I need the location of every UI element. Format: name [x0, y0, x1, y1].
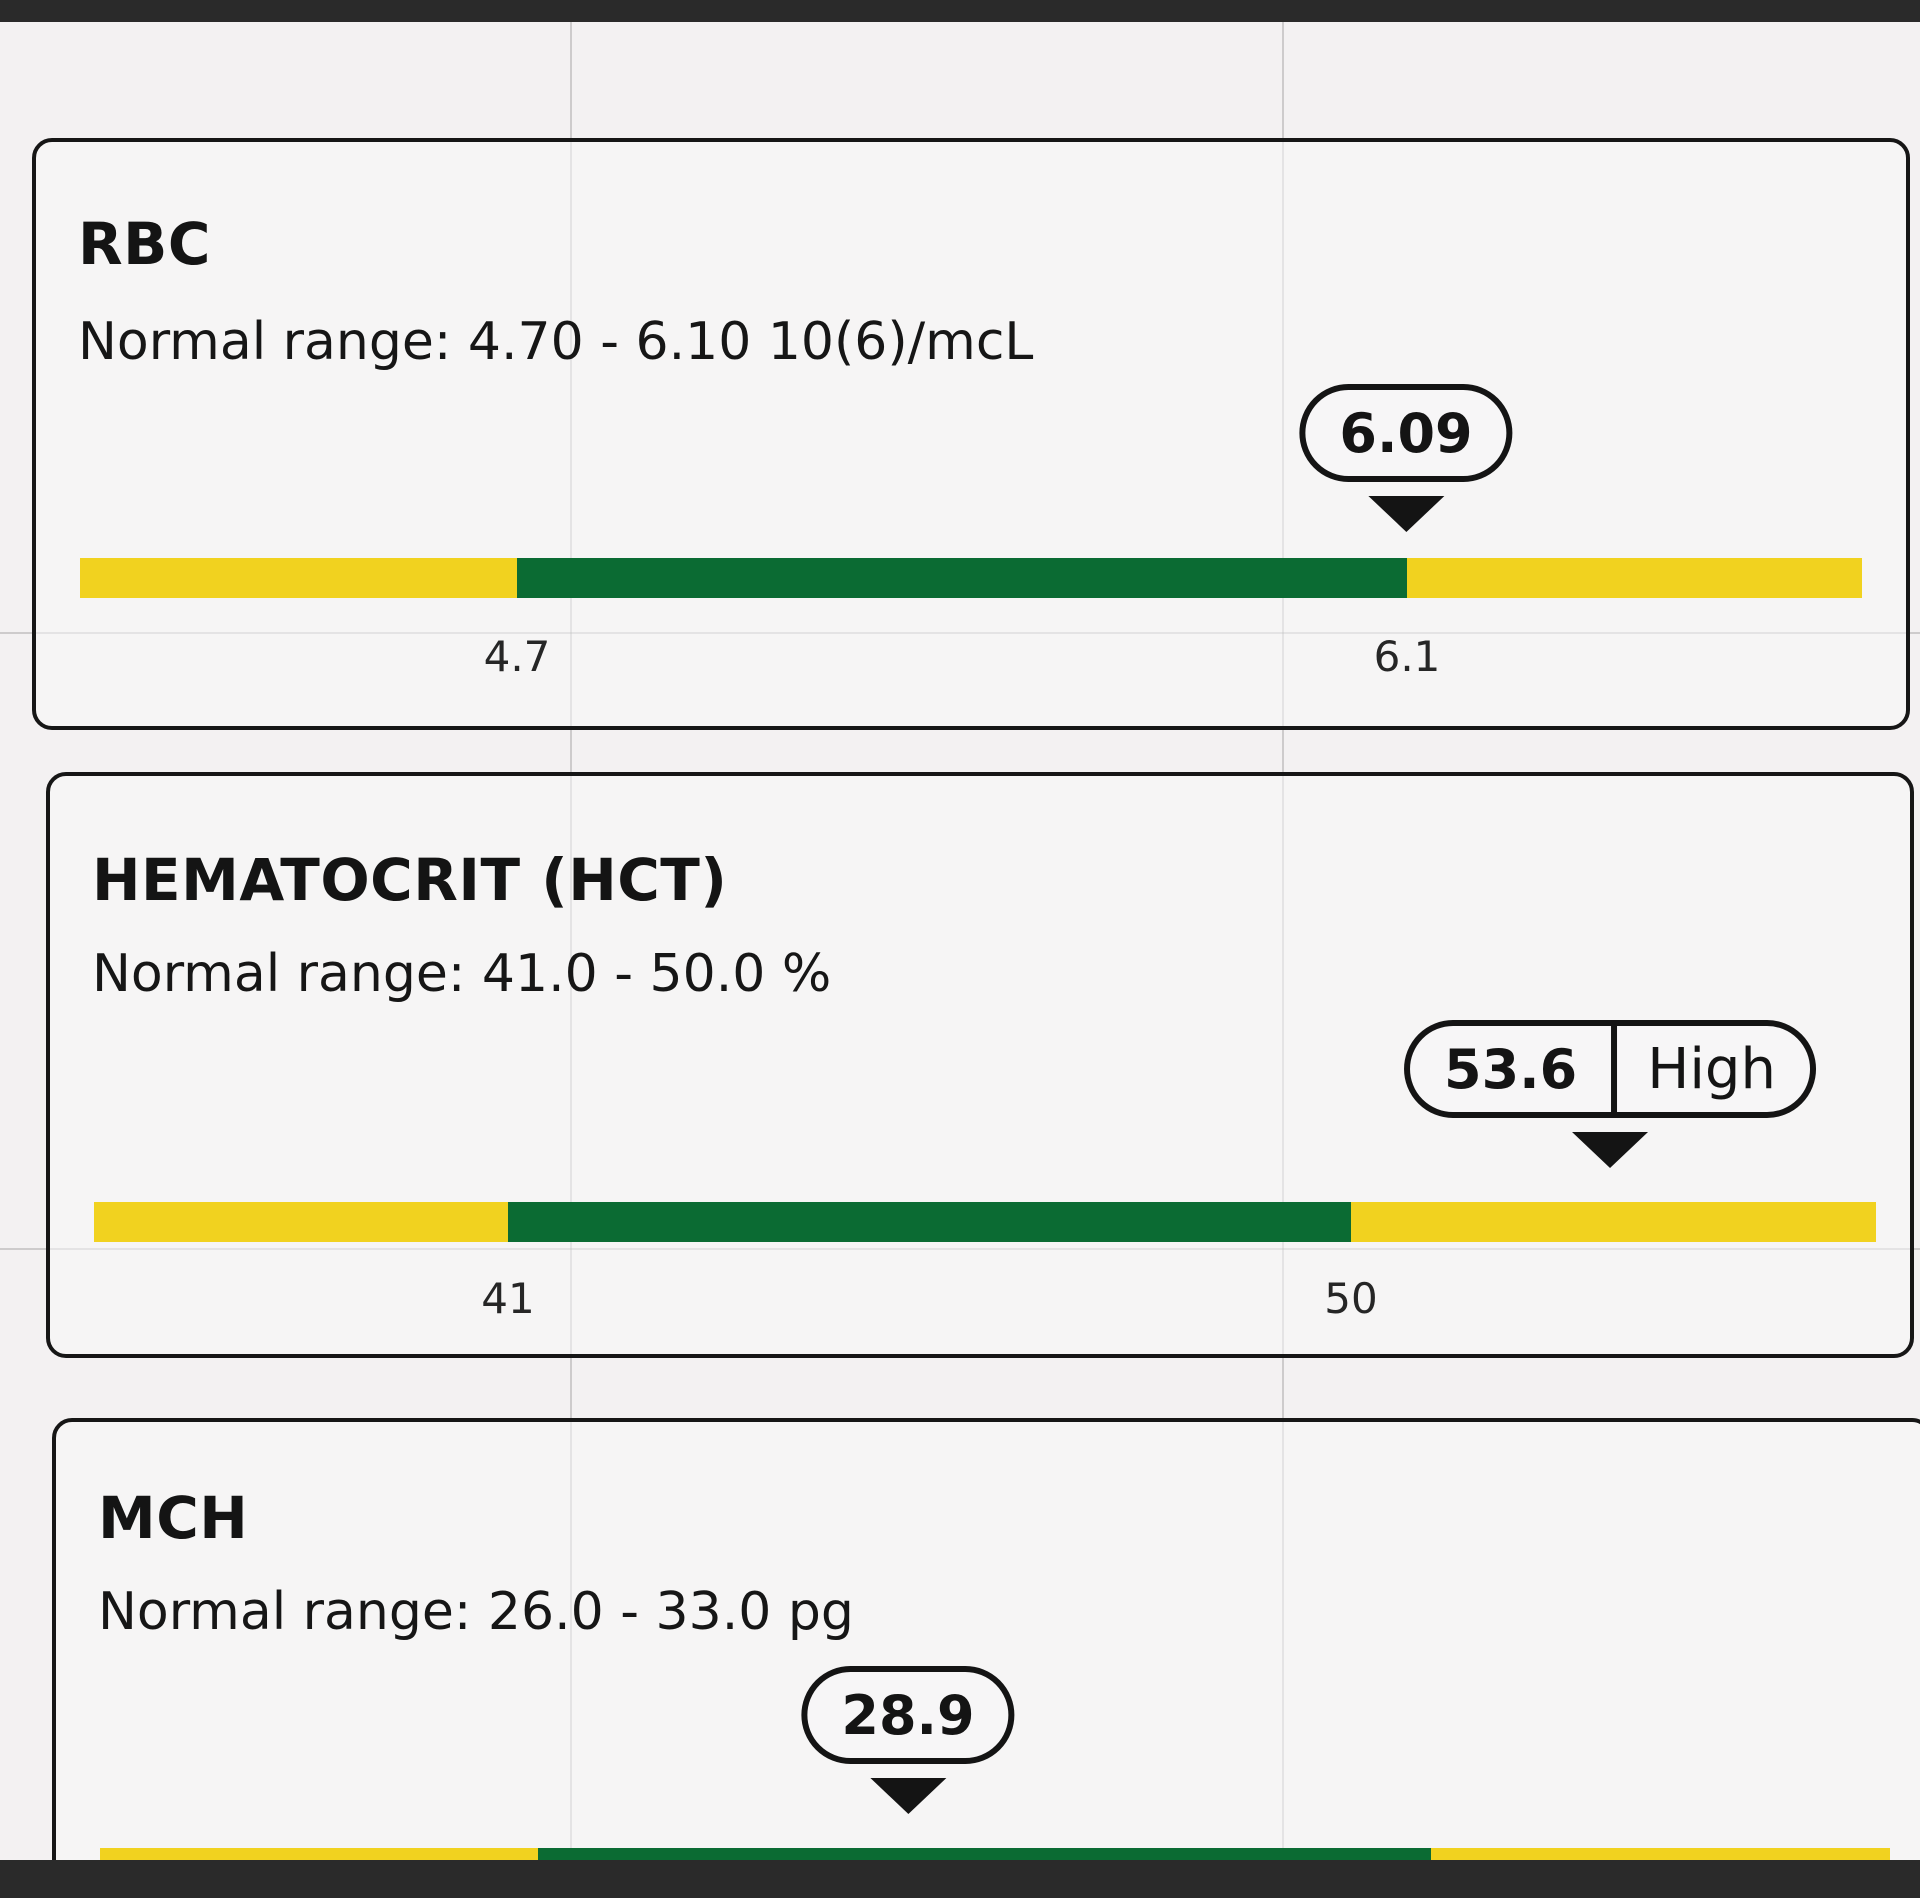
- test-title: RBC: [78, 210, 211, 278]
- result-marker: 6.09: [1299, 384, 1513, 532]
- pill-divider: [1611, 1026, 1618, 1112]
- range-bar-low-segment: [100, 1848, 538, 1860]
- result-value: 6.09: [1339, 401, 1473, 465]
- range-bar-high-segment: [1407, 558, 1862, 598]
- pointer-down-icon: [869, 1778, 946, 1814]
- test-card-hematocrit: HEMATOCRIT (HCT) Normal range: 41.0 - 50…: [46, 772, 1914, 1358]
- pointer-down-icon: [1571, 1132, 1648, 1168]
- normal-range-text: Normal range: 41.0 - 50.0 %: [92, 944, 832, 1004]
- test-card-rbc: RBC Normal range: 4.70 - 6.10 10(6)/mcL …: [32, 138, 1910, 730]
- range-bar-high-segment: [1431, 1848, 1890, 1860]
- normal-range-text: Normal range: 26.0 - 33.0 pg: [98, 1582, 854, 1642]
- result-pill: 28.9: [801, 1666, 1015, 1764]
- range-bar-normal-segment: [538, 1848, 1431, 1860]
- high-threshold-label: 50: [1324, 1274, 1378, 1323]
- result-flag: High: [1647, 1036, 1776, 1102]
- range-bar: [100, 1848, 1890, 1860]
- result-marker: 53.6 High: [1404, 1020, 1816, 1168]
- high-threshold-label: 6.1: [1373, 632, 1441, 681]
- normal-range-text: Normal range: 4.70 - 6.10 10(6)/mcL: [78, 312, 1034, 372]
- test-title: MCH: [98, 1484, 249, 1552]
- lab-results-sheet: RBC Normal range: 4.70 - 6.10 10(6)/mcL …: [0, 22, 1920, 1860]
- test-card-mch: MCH Normal range: 26.0 - 33.0 pg 28.9: [52, 1418, 1920, 1860]
- range-bar: [80, 558, 1862, 598]
- screen-edge: [0, 1860, 1920, 1898]
- result-marker: 28.9: [801, 1666, 1015, 1814]
- test-title: HEMATOCRIT (HCT): [92, 846, 728, 914]
- low-threshold-label: 4.7: [483, 632, 551, 681]
- result-value: 28.9: [841, 1683, 975, 1747]
- pointer-down-icon: [1367, 496, 1444, 532]
- range-bar-low-segment: [94, 1202, 508, 1242]
- range-bar-low-segment: [80, 558, 517, 598]
- result-value: 53.6: [1444, 1037, 1578, 1101]
- range-bar-high-segment: [1351, 1202, 1876, 1242]
- range-bar: [94, 1202, 1876, 1242]
- range-bar-normal-segment: [508, 1202, 1351, 1242]
- low-threshold-label: 41: [481, 1274, 535, 1323]
- result-pill: 53.6 High: [1404, 1020, 1816, 1118]
- range-bar-normal-segment: [517, 558, 1407, 598]
- result-pill: 6.09: [1299, 384, 1513, 482]
